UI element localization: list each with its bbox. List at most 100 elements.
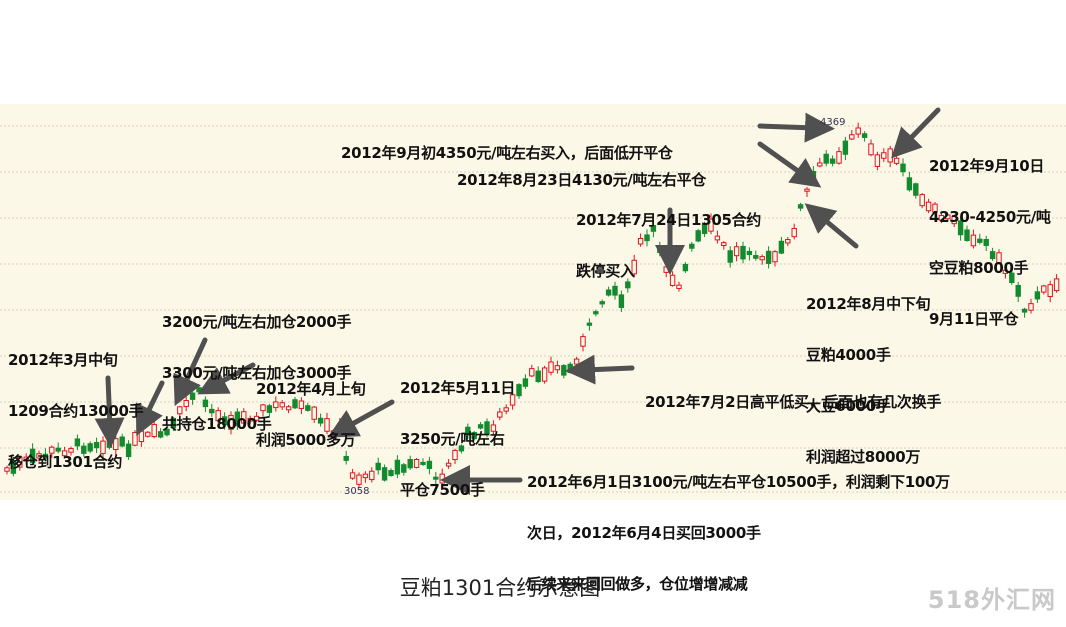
candle-up — [580, 336, 586, 347]
candle-up — [490, 424, 497, 432]
candle-up — [804, 188, 810, 192]
candle-up — [145, 431, 151, 437]
candle-up — [49, 446, 55, 454]
candle-up — [932, 203, 938, 213]
candle-down — [426, 460, 433, 469]
candle-up — [132, 431, 138, 446]
candle-up — [247, 417, 253, 422]
candle-up — [61, 450, 68, 457]
candle-down — [420, 461, 426, 465]
candle-down — [586, 322, 593, 326]
candle-down — [234, 411, 241, 427]
candle-up — [369, 470, 375, 481]
candle-down — [823, 153, 829, 164]
candle-up — [177, 406, 183, 415]
candle-down — [689, 243, 695, 249]
annotation-arrow — [804, 203, 859, 249]
annotation-arrow — [565, 354, 635, 385]
candle-down — [209, 408, 215, 414]
candle-down — [977, 238, 983, 243]
candle-up — [874, 154, 881, 167]
candle-down — [394, 459, 401, 475]
candle-down — [343, 455, 349, 461]
chart-caption: 豆粕1301合约示意图 — [399, 576, 601, 600]
candle-down — [388, 470, 394, 476]
annotation-aug: 2012年8月中下旬 豆粕4000手 大豆6000手 利润超过8000万 — [806, 295, 931, 466]
candle-down — [10, 460, 17, 474]
candle-down — [1034, 291, 1041, 300]
candle-down — [202, 399, 209, 408]
candle-down — [861, 133, 868, 138]
candle-up — [1028, 303, 1034, 311]
candle-up — [228, 414, 234, 430]
candle-up — [919, 194, 925, 207]
candle-down — [746, 250, 753, 256]
candle-down — [535, 370, 541, 383]
candle-down — [797, 204, 804, 209]
grid-lines — [0, 125, 1066, 493]
candle-down — [964, 229, 970, 241]
annotation-arrow — [173, 337, 208, 407]
candle-down — [906, 177, 913, 191]
candle-down — [810, 170, 817, 182]
candle-down — [305, 405, 311, 411]
annotation-arrow — [757, 141, 822, 188]
candle-down — [625, 281, 631, 289]
candle-down — [778, 240, 785, 254]
candle-down — [433, 476, 439, 480]
candle-down — [593, 311, 599, 315]
candle-up — [951, 215, 957, 225]
candle-up — [260, 404, 266, 412]
candle-up — [529, 368, 535, 377]
candle-down — [74, 438, 81, 447]
arrows — [94, 107, 941, 495]
annotation-jul2: 2012年7月2日高平低买，后面也有几次换手 — [645, 393, 942, 411]
candle-down — [375, 462, 381, 471]
candle-down — [522, 378, 529, 387]
annotation-sep: 2012年9月初4350元/吨左右买入，后面低开平仓 — [341, 144, 673, 162]
annotation-jun: 2012年6月1日3100元/吨左右平仓10500手，利润剩下100万 次日，2… — [527, 473, 950, 593]
annotation-sep10: 2012年9月10日 4230-4250元/吨 空豆粕8000手 9月11日平仓 — [929, 157, 1051, 328]
annotation-3200: 3200元/吨左右加仓2000手 3300元/吨左右加仓3000手 共持仓180… — [162, 313, 352, 433]
candle-up — [791, 227, 797, 238]
candle-up — [23, 456, 29, 462]
candle-up — [554, 365, 561, 371]
candle-up — [996, 252, 1002, 264]
candle-up — [151, 424, 157, 438]
candle-up — [759, 256, 765, 261]
annotation-aug23: 2012年8月23日4130元/吨左右平仓 — [457, 171, 706, 189]
candle-down — [471, 431, 477, 440]
candle-up — [285, 406, 292, 411]
candle-down — [42, 453, 49, 459]
candle-up — [772, 251, 778, 263]
candle-up — [509, 394, 516, 406]
candle-down — [612, 285, 618, 296]
annotation-arrow — [135, 380, 165, 436]
candle-down — [516, 384, 522, 397]
candle-up — [279, 402, 285, 408]
candle-down — [829, 158, 836, 164]
annotation-arrow — [94, 375, 125, 448]
candle-down — [753, 255, 759, 259]
candle-up — [881, 152, 887, 159]
candle-up — [708, 218, 714, 232]
candle-up — [714, 235, 721, 241]
candle-up — [676, 284, 682, 289]
candle-up — [497, 411, 503, 418]
candle-up — [849, 134, 855, 140]
candle-down — [599, 301, 605, 305]
annotation-mar: 2012年3月中旬 1209合约13000手 移仓到1301合约 — [8, 351, 144, 471]
annotation-arrow — [891, 107, 941, 159]
candle-up — [541, 367, 548, 382]
candle-down — [317, 417, 324, 424]
candle-down — [55, 447, 61, 452]
candle-up — [215, 410, 221, 422]
candle-up — [1047, 284, 1053, 297]
candle-down — [913, 183, 919, 196]
candle-up — [893, 157, 900, 164]
candle-down — [29, 448, 36, 463]
candle-down — [266, 405, 273, 413]
candle-up — [362, 473, 369, 479]
candle-up — [1053, 278, 1060, 292]
candle-up — [17, 456, 23, 468]
